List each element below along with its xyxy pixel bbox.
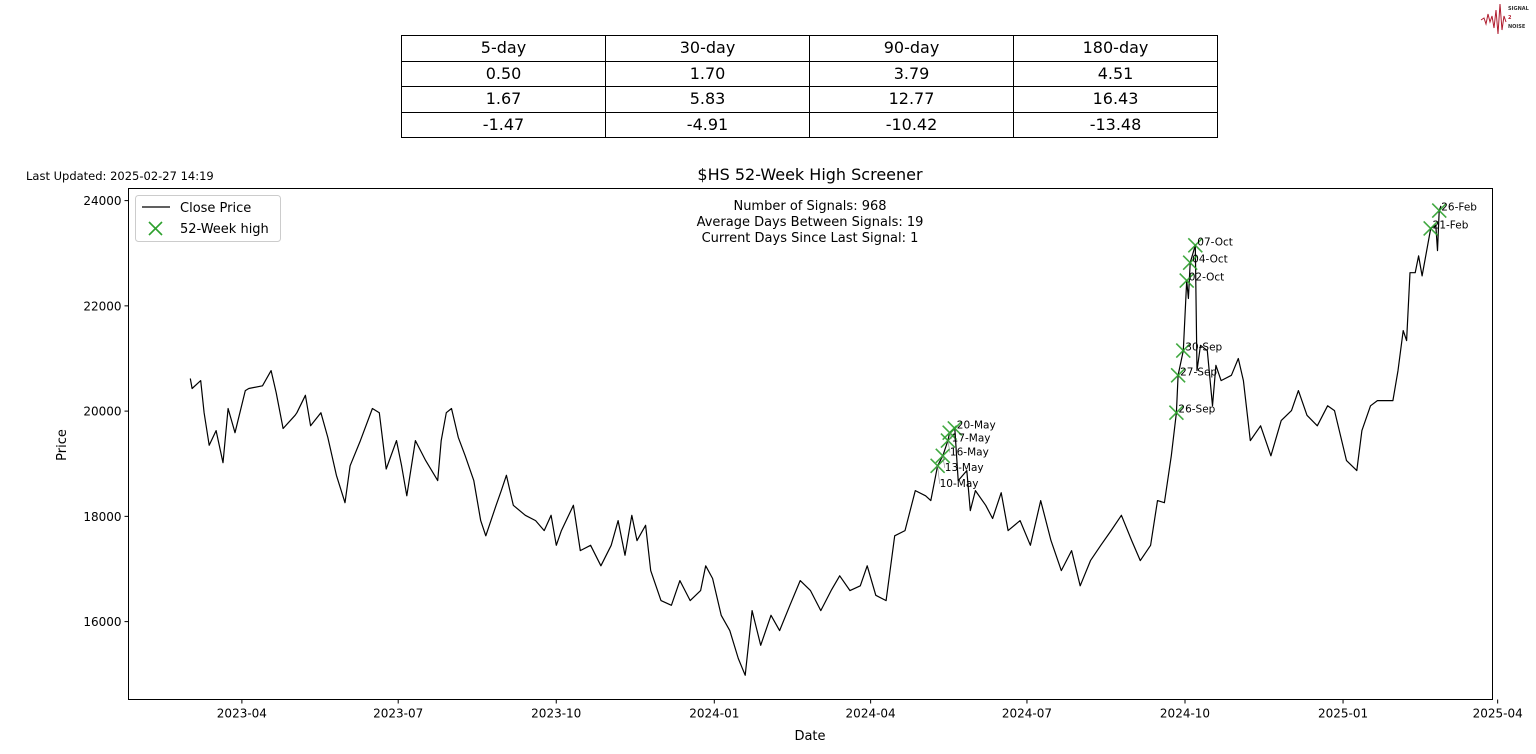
- signal-date-label: 10-May: [940, 478, 979, 490]
- x-tick-label: 2023-07: [373, 707, 423, 721]
- signal-x-marker: [1423, 220, 1439, 237]
- logo-text: SIGNAL: [1508, 6, 1530, 12]
- table-cell: 16.43: [1013, 86, 1218, 113]
- signal-count: Number of Signals: 968: [733, 199, 886, 214]
- x-tick-label: 2023-10: [531, 707, 581, 721]
- y-tick-label: 20000: [83, 405, 121, 419]
- signal-x-marker: [1182, 255, 1198, 271]
- marker-stroke: [1423, 220, 1439, 237]
- y-axis-label: Price: [55, 429, 70, 461]
- close-price-line: [189, 205, 1442, 676]
- table-cell: 5.83: [605, 86, 810, 113]
- x-tick-label: 2024-01: [689, 707, 739, 721]
- signal-date-label: 26-Sep: [1178, 404, 1215, 416]
- table-cell: 180-day: [1013, 35, 1218, 62]
- legend-label-close-price: Close Price: [180, 201, 251, 216]
- x-tick-label: 2024-10: [1160, 707, 1210, 721]
- signal-labels: 26-Feb 21-Feb 07-Oct 04-Oct 02-Oct 30-Sep 27-S…: [937, 202, 1477, 490]
- signal-date-label: 26-Feb: [1441, 202, 1477, 214]
- signal-x-marker: [1170, 367, 1186, 383]
- table-cell: 1.67: [401, 86, 606, 113]
- signal-date-label: 04-Oct: [1192, 254, 1228, 266]
- table-cell: 3.79: [809, 60, 1014, 87]
- signal-date-label: 17-May: [952, 433, 991, 445]
- legend-box: [135, 195, 281, 242]
- signal-x-marker: [1175, 343, 1191, 359]
- y-tick-label: 16000: [83, 615, 121, 629]
- signal-x-marker: [1431, 203, 1447, 219]
- x-tick-label: 2023-04: [217, 707, 267, 721]
- logo-text: NOISE: [1508, 24, 1526, 30]
- marker-stroke: [1168, 405, 1184, 421]
- legend-x-marker-icon: [148, 221, 163, 236]
- label-leader-line: [937, 465, 940, 484]
- signal-date-label: 13-May: [945, 462, 984, 474]
- y-tick-label: 18000: [83, 510, 121, 524]
- table-cell: -13.48: [1013, 111, 1218, 138]
- table-row: -1.47 -4.91 -10.42 -13.48: [401, 111, 1218, 138]
- table-header-row: 5-day 30-day 90-day 180-day: [401, 35, 1218, 62]
- table-cell: 30-day: [605, 35, 810, 62]
- signal-date-label: 16-May: [950, 447, 989, 459]
- table-cell: 12.77: [809, 86, 1014, 113]
- x-tick-label: 2025-04: [1473, 707, 1523, 721]
- marker-stroke: [947, 420, 963, 437]
- signal-markers: [930, 203, 1447, 474]
- marker-stroke: [1179, 273, 1195, 289]
- signal-x-marker: [947, 420, 963, 437]
- legend: Close Price 52-Week high: [135, 195, 281, 242]
- chart-title: $HS 52-Week High Screener: [697, 165, 923, 184]
- logo-text: 2: [1508, 15, 1512, 21]
- signal-x-marker: [1187, 237, 1203, 253]
- x-tick-label: 2024-04: [846, 707, 896, 721]
- plot-area-frame: [128, 188, 1493, 700]
- table-row: 0.50 1.70 3.79 4.51: [401, 60, 1218, 87]
- legend-label-52-week-high: 52-Week high: [180, 222, 269, 237]
- table-cell: -10.42: [809, 111, 1014, 138]
- marker-stroke: [1182, 255, 1198, 271]
- x-tick-label: 2024-07: [1002, 707, 1052, 721]
- signal-date-label: 07-Oct: [1197, 236, 1233, 248]
- x-axis-label: Date: [794, 729, 825, 744]
- table-cell: 5-day: [401, 35, 606, 62]
- logo-waveform-icon: [1480, 3, 1507, 35]
- table-cell: 4.51: [1013, 60, 1218, 87]
- table-cell: -1.47: [401, 111, 606, 138]
- returns-table: 5-day 30-day 90-day 180-day 0.50 1.70 3.…: [401, 35, 1218, 138]
- stats-annotation: Number of Signals: 968 Average Days Betw…: [697, 199, 924, 246]
- table-row: 1.67 5.83 12.77 16.43: [401, 86, 1218, 113]
- signal-x-marker: [1168, 405, 1184, 421]
- signal-date-label: 27-Sep: [1180, 366, 1217, 378]
- logo: SIGNAL 2 NOISE: [1480, 3, 1530, 35]
- y-tick-label: 24000: [83, 194, 121, 208]
- label-leader-line: [949, 432, 952, 439]
- signal-x-marker: [1179, 273, 1195, 289]
- label-leader-line: [942, 455, 946, 468]
- marker-stroke: [1187, 237, 1203, 253]
- days-since-last-signal: Current Days Since Last Signal: 1: [702, 231, 919, 246]
- avg-days-between-signals: Average Days Between Signals: 19: [697, 215, 924, 230]
- signal-date-label: 30-Sep: [1185, 342, 1222, 354]
- marker-stroke: [1431, 203, 1447, 219]
- table-cell: -4.91: [605, 111, 810, 138]
- last-updated: Last Updated: 2025-02-27 14:19: [26, 169, 214, 183]
- label-leader-line: [947, 440, 951, 453]
- marker-stroke: [1170, 367, 1186, 383]
- signal-date-label: 21-Feb: [1433, 219, 1469, 231]
- x-tick-label: 2025-01: [1318, 707, 1368, 721]
- y-tick-label: 22000: [83, 299, 121, 313]
- signal-date-label: 20-May: [957, 419, 996, 431]
- marker-stroke: [1175, 343, 1191, 359]
- signal-date-label: 02-Oct: [1189, 272, 1225, 284]
